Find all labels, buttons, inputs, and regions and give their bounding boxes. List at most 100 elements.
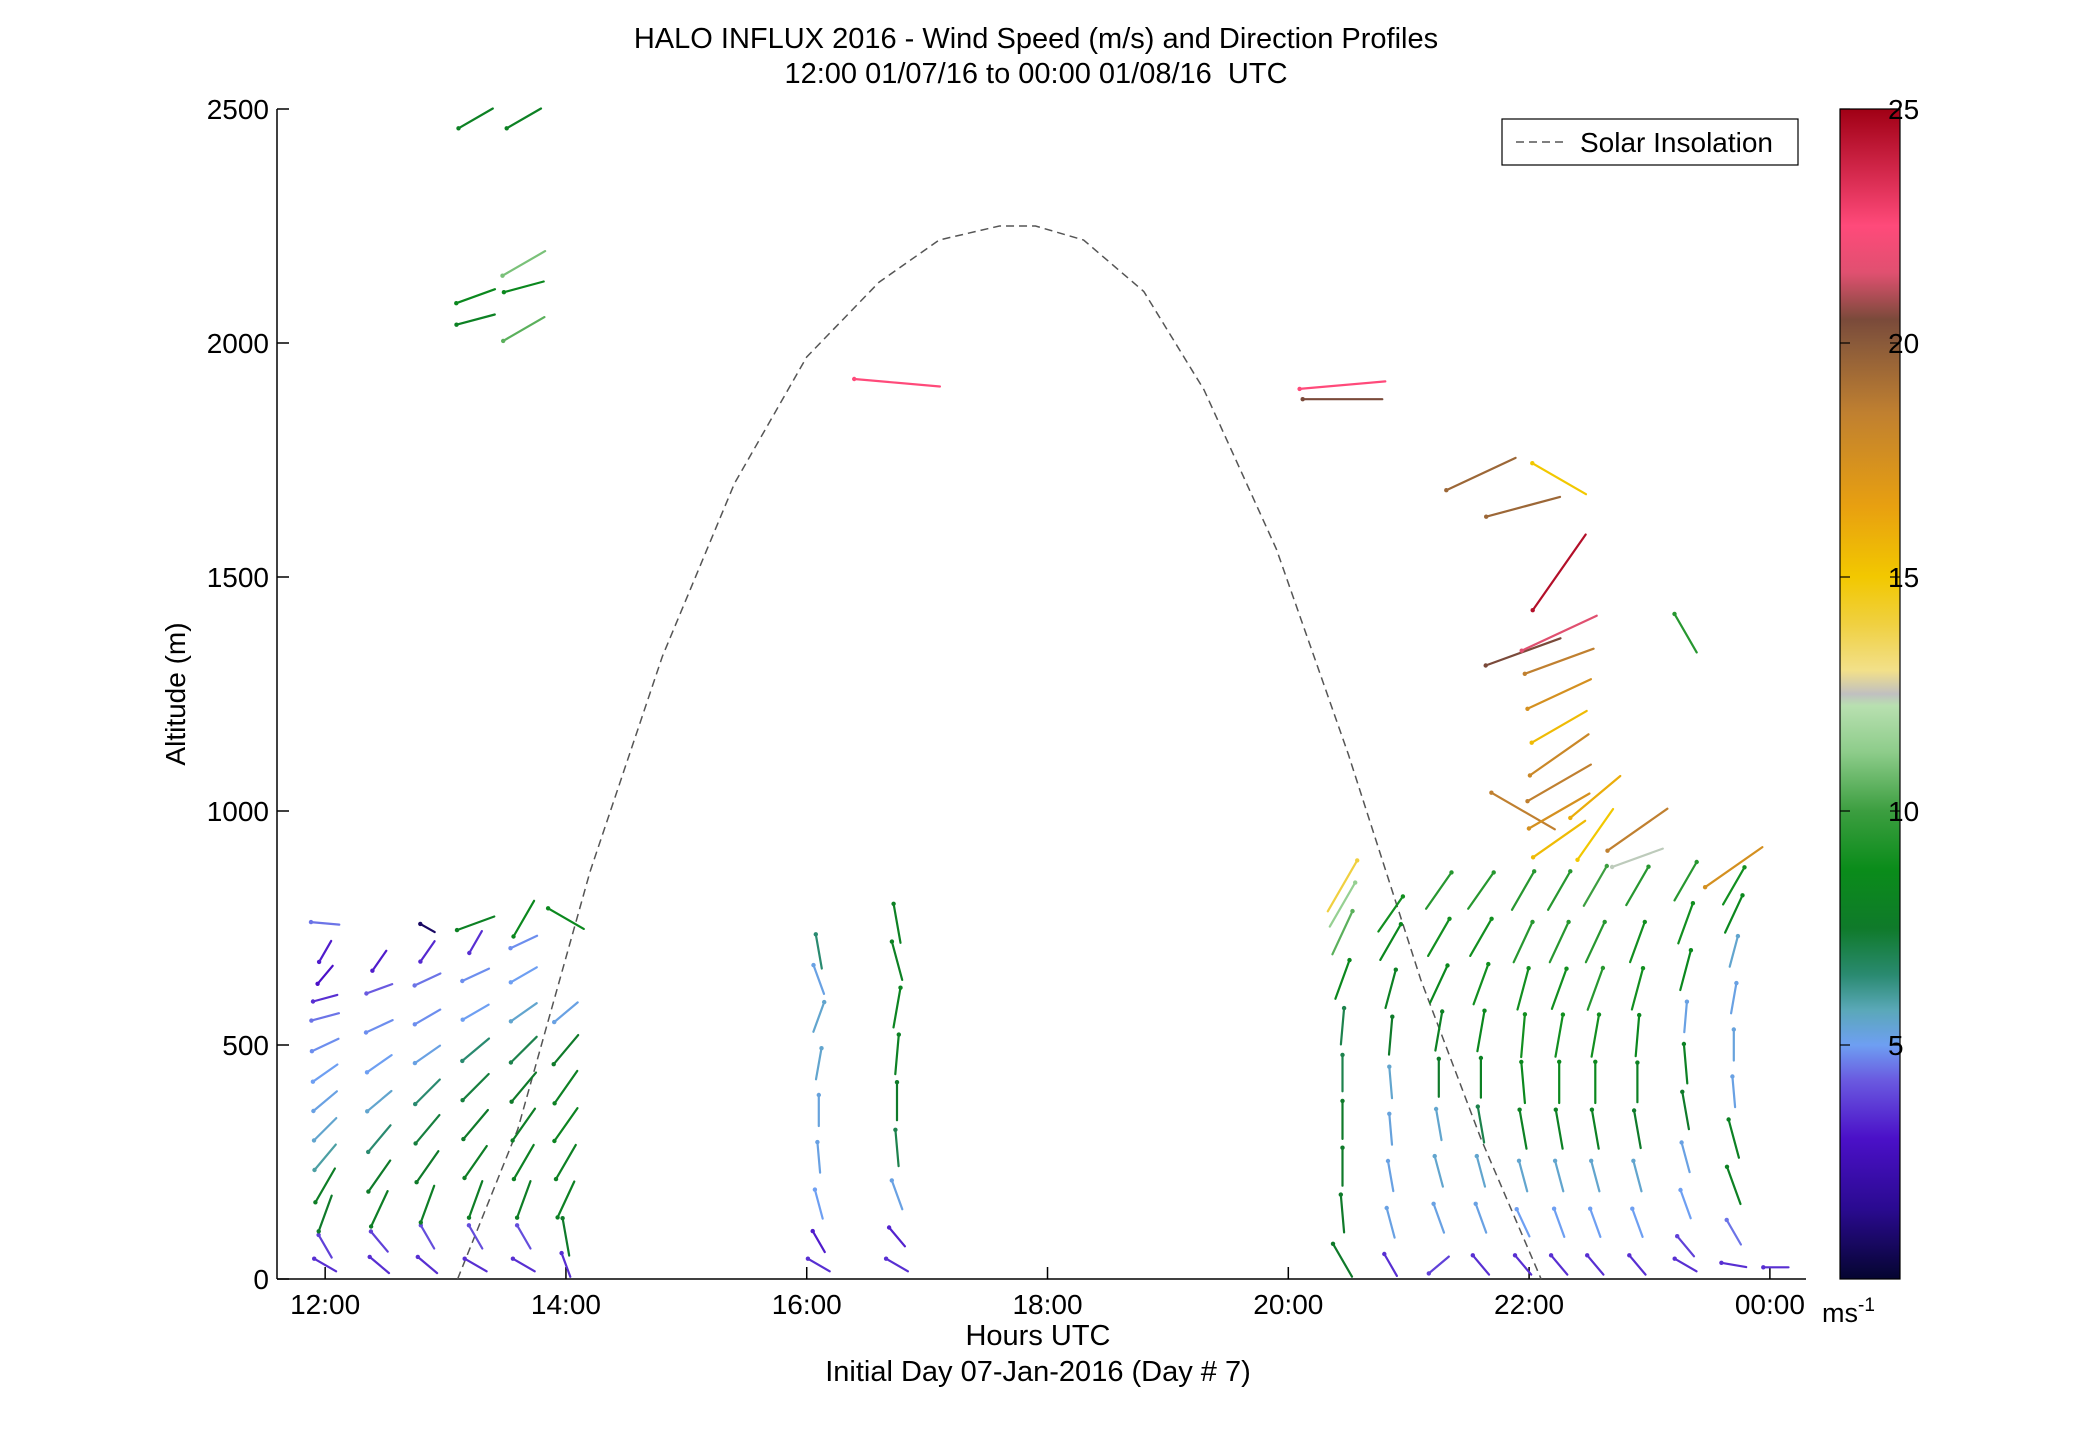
wind-vector [515, 1224, 532, 1250]
wind-vector-head [1355, 858, 1360, 863]
wind-vector [1676, 1235, 1696, 1258]
wind-vector [1475, 1154, 1487, 1188]
x-tick-label: 20:00 [1253, 1289, 1323, 1320]
wind-vector [1683, 1000, 1689, 1034]
wind-vector [318, 939, 333, 964]
wind-vector-head [312, 1167, 317, 1173]
wind-vector [1628, 1254, 1647, 1276]
wind-vector [366, 1089, 393, 1113]
wind-vector [1549, 1254, 1569, 1276]
wind-vector [1520, 1013, 1527, 1059]
wind-vector-head [1482, 1008, 1487, 1013]
wind-vector-head [1575, 857, 1580, 862]
wind-vector-head [454, 301, 459, 306]
wind-vector [364, 1018, 394, 1034]
wind-vector [894, 1033, 900, 1076]
wind-vector [1518, 1108, 1528, 1150]
wind-vector-head [545, 906, 551, 911]
wind-vector [515, 1179, 532, 1219]
wind-vector-head [1589, 1107, 1595, 1112]
wind-vector [887, 1226, 907, 1248]
wind-vector-head [1400, 894, 1406, 899]
wind-vector-head [368, 1224, 374, 1229]
wind-vector [1576, 807, 1615, 861]
wind-vector [368, 1255, 391, 1275]
wind-vector-head [889, 939, 895, 944]
wind-vector [1531, 533, 1587, 612]
wind-vector-head [1353, 880, 1358, 885]
wind-vector [1528, 733, 1590, 777]
wind-vector-head [1690, 901, 1696, 906]
wind-vector-head [552, 1101, 557, 1106]
wind-vector [1383, 1252, 1399, 1278]
wind-vector-head [462, 1175, 467, 1181]
wind-vector-head [1731, 1027, 1737, 1032]
wind-vector-head [1530, 608, 1535, 613]
wind-vector-head [366, 1149, 371, 1155]
colorbar-ticks: 5 10 15 20 25 [1840, 94, 1919, 1061]
wind-vector-head [1530, 461, 1535, 466]
wind-vector-head [508, 1019, 514, 1024]
wind-vector-head [812, 1187, 818, 1192]
wind-vector [853, 377, 942, 388]
wind-vector [1703, 845, 1764, 889]
wind-vector [1673, 860, 1698, 902]
wind-vector [1334, 958, 1351, 1000]
wind-vector-head [310, 999, 316, 1004]
wind-vector-head [1730, 1074, 1735, 1079]
wind-vector [413, 972, 442, 987]
wind-vector [461, 1003, 490, 1021]
wind-vector-head [555, 1215, 560, 1220]
wind-vector-head [1350, 908, 1355, 914]
colorbar-tick-label: 5 [1888, 1030, 1904, 1061]
wind-vector [1328, 881, 1357, 928]
wind-vector [419, 1184, 436, 1224]
wind-vector [1339, 1006, 1346, 1046]
wind-vector-head [894, 1080, 900, 1085]
x-tick-label: 12:00 [290, 1289, 360, 1320]
wind-vector-head [1526, 966, 1531, 971]
wind-vector-head [1627, 1253, 1632, 1258]
wind-vector-head [509, 1099, 514, 1104]
wind-vector [806, 1257, 831, 1273]
wind-vector-head [1525, 799, 1530, 804]
wind-vector [1552, 1207, 1566, 1239]
chart-subtitle: 12:00 01/07/16 to 00:00 01/08/16 UTC [784, 58, 1287, 90]
wind-vector [552, 1033, 580, 1066]
wind-vector-head [1486, 961, 1491, 967]
wind-vector [814, 933, 823, 970]
wind-vector [894, 1128, 900, 1168]
wind-vector [1677, 902, 1695, 945]
wind-vector [1424, 871, 1453, 910]
wind-vector [1728, 934, 1740, 968]
x-tick-label: 14:00 [531, 1289, 601, 1320]
wind-vector [1428, 964, 1449, 1004]
wind-vector [1630, 967, 1645, 1011]
wind-vector-head [413, 1101, 418, 1107]
wind-vector [884, 1257, 910, 1273]
wind-vector [1531, 819, 1587, 859]
wind-vector-head [365, 1109, 370, 1114]
wind-vector [811, 1229, 826, 1254]
wind-vector [1610, 847, 1664, 869]
wind-vector-head [1340, 1145, 1345, 1150]
wind-vector-head [313, 1200, 318, 1205]
wind-vector [501, 250, 547, 277]
y-tick-label: 1500 [207, 562, 269, 593]
wind-vector-head [1694, 859, 1699, 865]
wind-vector-head [1489, 790, 1494, 795]
wind-vector [1377, 895, 1405, 933]
wind-vector-head [1631, 1108, 1637, 1113]
x-axis-label: Hours UTC [965, 1320, 1110, 1352]
wind-vector [1553, 1159, 1565, 1193]
wind-vector-head [1630, 1206, 1635, 1211]
wind-vector [365, 982, 394, 995]
wind-vector-head [805, 1256, 811, 1261]
wind-vector-head [1726, 1117, 1731, 1122]
wind-vector-head [511, 934, 516, 939]
wind-vector [467, 1224, 484, 1250]
wind-vector-head [1679, 1140, 1684, 1145]
wind-vector [312, 1116, 338, 1142]
wind-vector [1476, 1009, 1486, 1053]
